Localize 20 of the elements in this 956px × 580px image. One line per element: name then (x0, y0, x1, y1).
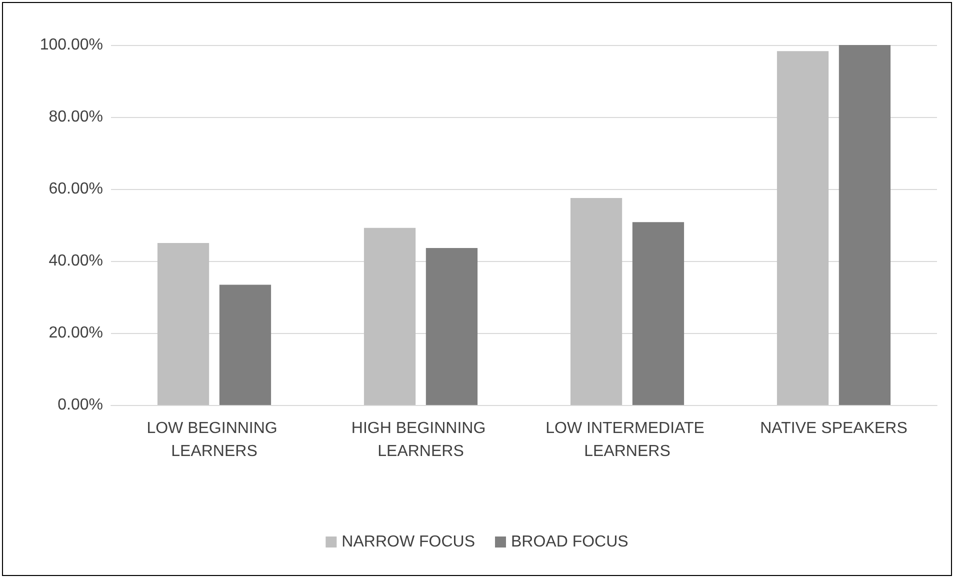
y-tick-label: 60.00% (48, 180, 103, 198)
y-tick-label: 100.00% (40, 36, 103, 54)
bar (632, 222, 684, 405)
y-tick-label: 20.00% (48, 324, 103, 342)
y-tick-label: 0.00% (58, 396, 103, 414)
y-tick-label: 80.00% (48, 108, 103, 126)
x-tick-label: NATIVE SPEAKERS (760, 420, 908, 437)
bar (570, 198, 622, 405)
bar (364, 228, 416, 405)
x-tick-label: LOW INTERMEDIATE LEARNERS (546, 420, 709, 460)
y-tick-label: 40.00% (48, 252, 103, 270)
bar (219, 284, 272, 405)
bar (776, 51, 829, 405)
legend-label: BROAD FOCUS (510, 534, 628, 550)
legend-label: NARROW FOCUS (342, 534, 475, 550)
bar (426, 248, 478, 405)
x-tick-label: LOW BEGINNING LEARNERS (146, 420, 282, 460)
bar (157, 243, 210, 405)
bar (838, 45, 891, 405)
x-tick-label: HIGH BEGINNING LEARNERS (351, 420, 490, 460)
